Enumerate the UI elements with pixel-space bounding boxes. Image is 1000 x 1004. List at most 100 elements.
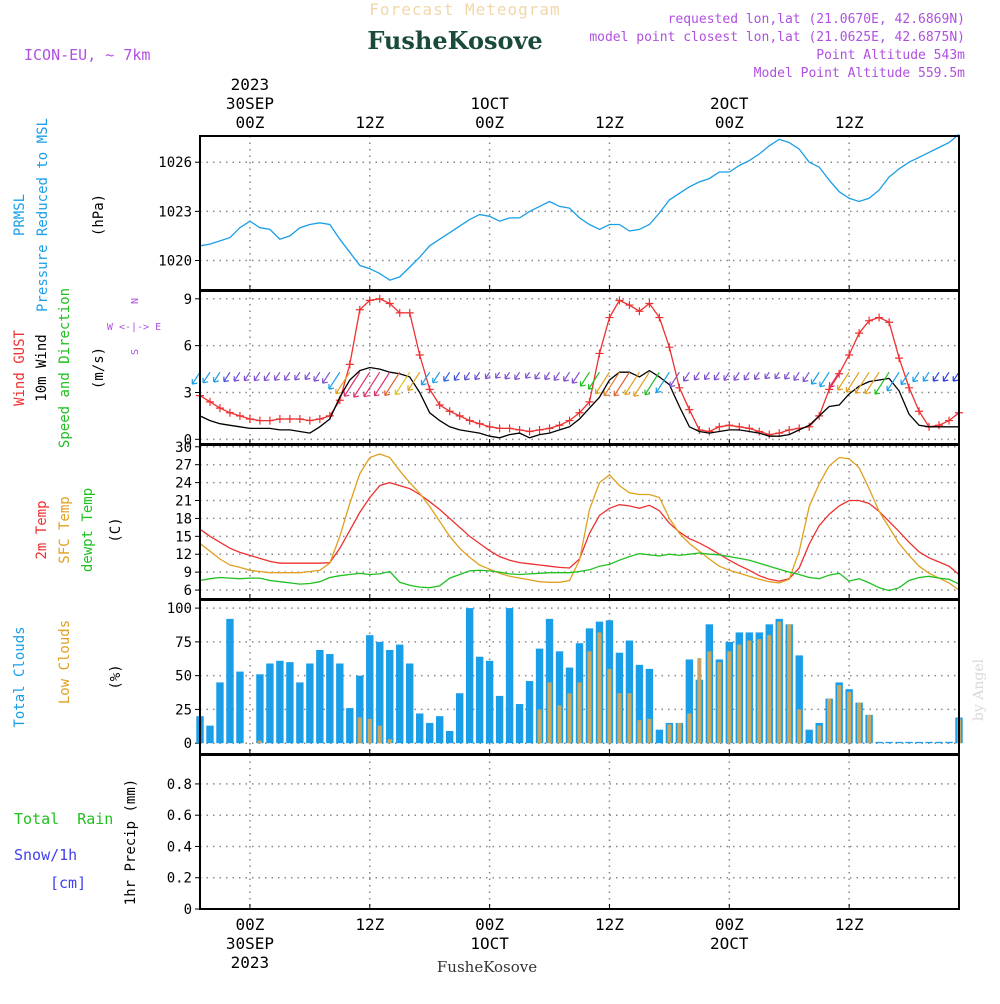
gust-marker	[485, 422, 494, 431]
wind-arrow	[802, 371, 810, 383]
model-label: ICON-EU, ~ 7km	[24, 46, 150, 64]
total-cloud-bar	[945, 741, 953, 744]
gust-marker	[635, 307, 644, 316]
time-label: 1OCT	[470, 934, 509, 953]
wind-arrow	[544, 371, 551, 381]
model-altitude: Model Point Altitude 559.5m	[754, 66, 965, 81]
pressure-labels: PRMSL Pressure Reduced to MSL (hPa)	[12, 118, 107, 312]
low-cloud-bar	[537, 709, 542, 744]
gust-marker	[875, 313, 884, 322]
y-tick-label: 1023	[158, 204, 192, 220]
wind-arrow	[284, 371, 291, 381]
total-rain-label: Total Rain	[14, 810, 113, 828]
wind-arrow	[733, 371, 740, 381]
low-cloud-bar	[677, 722, 682, 744]
low-cloud-bar	[377, 725, 382, 744]
location-title: FusheKosove	[367, 26, 542, 55]
low-cloud-bar	[687, 713, 692, 744]
gust-marker	[715, 422, 724, 431]
low-cloud-bar	[767, 635, 772, 744]
wind-arrow	[313, 371, 321, 382]
y-tick-label: 0.4	[167, 839, 192, 855]
time-label: 30SEP	[226, 934, 274, 953]
gust-marker	[605, 313, 614, 322]
y-tick-label: 9	[184, 292, 192, 308]
y-tick-label: 0	[184, 736, 192, 752]
gust-marker	[535, 425, 544, 434]
gust-marker	[415, 351, 424, 360]
low-cloud-bar	[367, 718, 372, 744]
time-label: 2OCT	[710, 94, 749, 113]
dewpt-label: dewpt Temp	[80, 488, 96, 572]
time-label: 00Z	[235, 915, 264, 934]
time-label: 00Z	[475, 915, 504, 934]
low-cloud-bar	[717, 662, 722, 744]
wind-arrow	[243, 371, 251, 382]
low-cloud-bar	[547, 682, 552, 744]
wind-arrow	[864, 371, 880, 395]
wind-arrow	[912, 371, 920, 383]
time-label: 30SEP	[226, 94, 274, 113]
gust-marker	[225, 408, 234, 417]
wind-arrow	[922, 371, 930, 382]
total-cloud-bar	[276, 660, 284, 744]
total-cloud-bar	[535, 648, 544, 744]
low-cloud-bar	[647, 718, 652, 744]
wind-unit: (m/s)	[91, 347, 107, 389]
total-cloud-bar	[525, 681, 534, 744]
wind-labels: Wind GUST 10m Wind Speed and Direction (…	[12, 288, 161, 448]
compass-s: S	[130, 349, 141, 355]
y-tick-label: 12	[175, 547, 192, 563]
y-tick-label: 25	[175, 702, 192, 718]
time-label: 00Z	[475, 113, 504, 132]
time-label: 12Z	[835, 915, 864, 934]
sfc-temp-line	[199, 453, 960, 591]
low-cloud-bar	[667, 724, 672, 744]
total-cloud-bar	[376, 641, 384, 744]
gust-marker	[855, 329, 864, 338]
gust-marker	[575, 408, 584, 417]
gust-marker	[755, 427, 764, 436]
panel-frame	[199, 135, 960, 291]
total-cloud-bar	[635, 664, 644, 744]
total-cloud-bar	[386, 649, 394, 744]
wind-arrow	[669, 371, 680, 388]
low-clouds-label: Low Clouds	[57, 620, 73, 704]
wind-arrow	[504, 371, 511, 380]
sfc-temp-label: SFC Temp	[57, 496, 73, 563]
wind-arrow	[683, 371, 690, 382]
gust-marker	[275, 415, 284, 424]
wind-arrow	[571, 371, 581, 384]
total-cloud-bar	[426, 722, 434, 744]
wind-arrow	[514, 371, 521, 381]
wind-arrow	[233, 371, 241, 382]
y-tick-label: 3	[184, 385, 192, 401]
total-cloud-bar	[485, 660, 494, 744]
gust-marker	[785, 425, 794, 434]
gust-marker	[315, 415, 324, 424]
total-cloud-bar	[445, 731, 454, 744]
total-cloud-bar	[256, 674, 264, 744]
time-label: 2023	[231, 953, 270, 972]
gust-marker	[585, 397, 594, 406]
wind-arrow	[784, 371, 790, 380]
requested-coords: requested lon,lat (21.0670E, 42.6869N)	[668, 12, 965, 27]
gust-marker	[915, 407, 924, 416]
wind-arrow	[603, 371, 620, 397]
prmsl-desc-label: Pressure Reduced to MSL	[35, 118, 51, 312]
low-cloud-bar	[747, 640, 752, 744]
low-cloud-bar	[607, 668, 612, 744]
low-cloud-bar	[697, 658, 702, 744]
wind-arrow	[655, 371, 670, 394]
gust-marker	[455, 411, 464, 420]
panel-frame	[199, 754, 960, 910]
y-tick-label: 21	[175, 494, 192, 510]
total-clouds-label: Total Clouds	[12, 626, 28, 727]
wind-arrow	[432, 371, 441, 384]
gust-marker	[685, 405, 694, 414]
gust-marker	[645, 299, 654, 308]
total-cloud-bar	[805, 729, 813, 744]
